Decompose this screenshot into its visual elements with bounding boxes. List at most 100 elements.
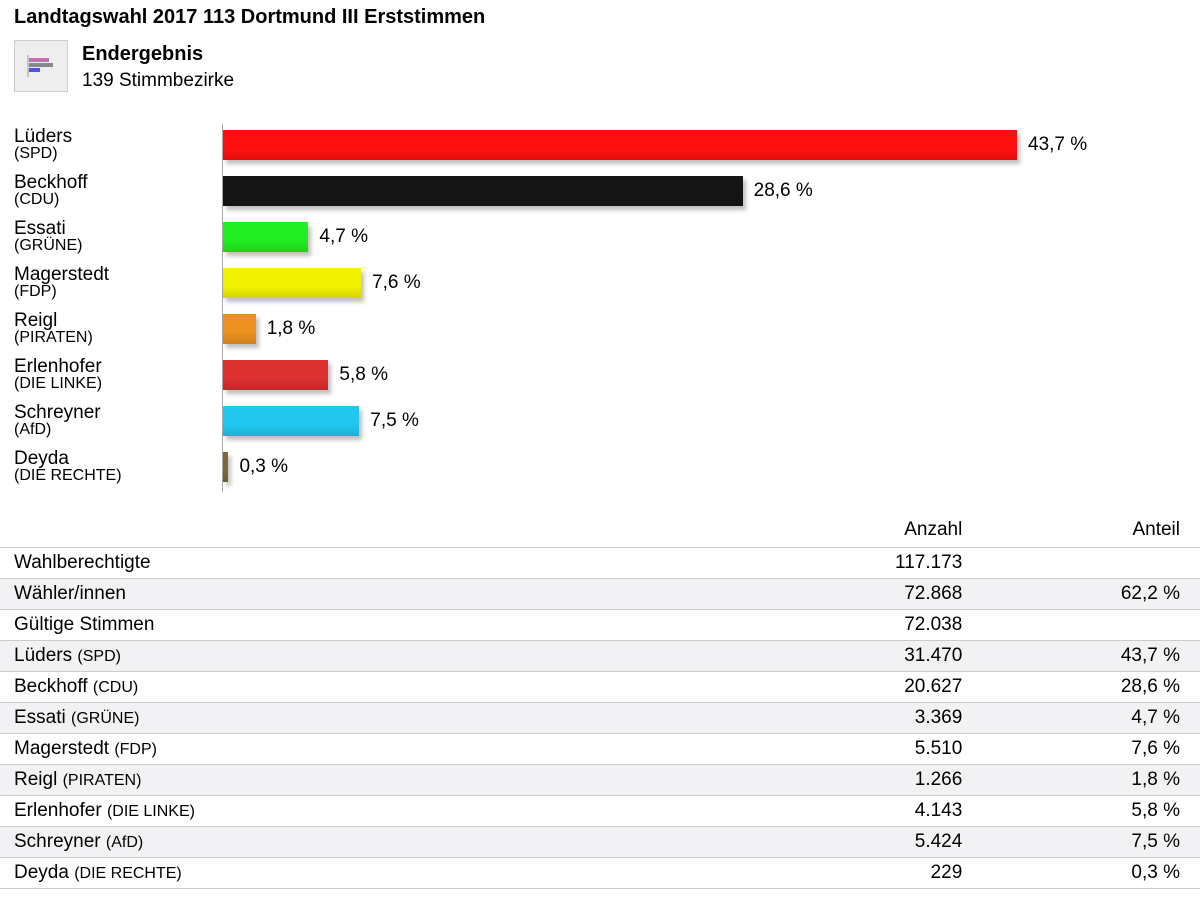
candidate-label: Reigl (PIRATEN) [14,311,93,346]
candidate-name: Lüders [14,126,73,147]
row-label: Gültige Stimmen [14,614,155,635]
row-name: Magerstedt (FDP) [0,733,503,765]
candidate-name: Reigl [14,310,58,331]
row-share: 43,7 % [982,640,1200,672]
row-label: Lüders [14,645,73,666]
result-status: Endergebnis [82,43,204,65]
row-label: Wahlberechtigte [14,552,151,573]
candidate-name: Magerstedt [14,264,110,285]
value-label: 7,5 % [370,410,419,431]
party-name: (GRÜNE) [14,237,83,254]
candidate-name: Erlenhofer [14,356,102,377]
row-share [982,609,1200,641]
table-row: Magerstedt (FDP) 5.510 7,6 % [0,733,1200,765]
row-count: 20.627 [502,671,983,703]
row-party: (FDP) [114,741,157,758]
table-row: Essati (GRÜNE) 3.369 4,7 % [0,702,1200,734]
table-row: Schreyner (AfD) 5.424 7,5 % [0,826,1200,858]
party-name: (CDU) [14,191,60,208]
col-header-count: Anzahl [904,519,963,540]
row-label: Erlenhofer [14,800,102,821]
row-share: 62,2 % [982,578,1200,610]
row-name: Beckhoff (CDU) [0,671,503,703]
row-count: 31.470 [502,640,983,672]
col-header-share: Anteil [1132,519,1180,540]
row-name: Erlenhofer (DIE LINKE) [0,795,503,827]
results-table: Anzahl Anteil Wahlberechtigte 117.173 Wäh… [0,515,1200,889]
table-row: Gültige Stimmen 72.038 [0,609,1200,641]
candidate-name: Beckhoff [14,172,88,193]
row-name: Wähler/innen [0,578,503,610]
bar[interactable] [223,176,743,206]
bar[interactable] [223,360,329,390]
row-label: Beckhoff [14,676,88,697]
row-party: (CDU) [92,679,139,696]
candidate-label: Essati (GRÜNE) [14,219,82,254]
table-row: Erlenhofer (DIE LINKE) 4.143 5,8 % [0,795,1200,827]
row-share: 5,8 % [982,795,1200,827]
value-label: 4,7 % [319,226,368,247]
row-share: 7,6 % [982,733,1200,765]
row-count: 1.266 [502,764,983,796]
candidate-label: Schreyner (AfD) [14,403,101,438]
party-name: (FDP) [14,283,57,300]
party-name: (AfD) [14,421,52,438]
row-count: 5.510 [502,733,983,765]
table-row: Wahlberechtigte 117.173 [0,547,1200,579]
party-name: (DIE RECHTE) [14,467,122,484]
row-share: 28,6 % [982,671,1200,703]
table-row: Beckhoff (CDU) 20.627 28,6 % [0,671,1200,703]
row-label: Deyda [14,862,69,883]
row-name: Deyda (DIE RECHTE) [0,857,503,889]
row-count: 72.038 [502,609,983,641]
value-label: 7,6 % [372,272,421,293]
row-share: 1,8 % [982,764,1200,796]
district-count: 139 Stimmbezirke [82,70,235,91]
row-share [982,547,1200,579]
candidate-label: Magerstedt (FDP) [14,265,109,300]
row-count: 72.868 [502,578,983,610]
row-share: 0,3 % [982,857,1200,889]
bar[interactable] [223,406,360,436]
row-name: Gültige Stimmen [0,609,503,641]
candidate-label: Erlenhofer (DIE LINKE) [14,357,102,392]
row-name: Lüders (SPD) [0,640,503,672]
row-label: Schreyner [14,831,101,852]
row-count: 117.173 [502,547,983,579]
row-party: (SPD) [77,648,121,665]
row-label: Essati [14,707,66,728]
row-label: Reigl [14,769,58,790]
chart-axis [222,124,223,492]
bar[interactable] [223,452,229,482]
party-name: (PIRATEN) [14,329,93,346]
row-count: 5.424 [502,826,983,858]
row-party: (DIE RECHTE) [74,865,182,882]
party-name: (SPD) [14,145,58,162]
row-name: Schreyner (AfD) [0,826,503,858]
table-row: Lüders (SPD) 31.470 43,7 % [0,640,1200,672]
party-name: (DIE LINKE) [14,375,103,392]
row-label: Wähler/innen [14,583,126,604]
col-header-name [0,515,502,548]
value-label: 5,8 % [339,364,388,385]
table-row: Wähler/innen 72.868 62,2 % [0,578,1200,610]
table-row: Deyda (DIE RECHTE) 229 0,3 % [0,857,1200,889]
bar[interactable] [223,314,256,344]
row-party: (PIRATEN) [62,772,142,789]
table-row: Reigl (PIRATEN) 1.266 1,8 % [0,764,1200,796]
row-count: 229 [502,857,983,889]
value-label: 1,8 % [266,318,316,339]
row-label: Magerstedt [14,738,110,759]
bar-chart-icon[interactable] [14,40,68,92]
candidate-label: Beckhoff (CDU) [14,173,88,208]
bar[interactable] [223,130,1017,160]
row-count: 3.369 [502,702,983,734]
value-label: 0,3 % [239,456,289,477]
row-share: 7,5 % [982,826,1200,858]
bar[interactable] [223,268,362,298]
candidate-name: Deyda [14,448,69,469]
bar[interactable] [223,222,309,252]
candidate-label: Deyda (DIE RECHTE) [14,449,122,484]
row-party: (GRÜNE) [71,710,140,727]
row-name: Wahlberechtigte [0,547,503,579]
